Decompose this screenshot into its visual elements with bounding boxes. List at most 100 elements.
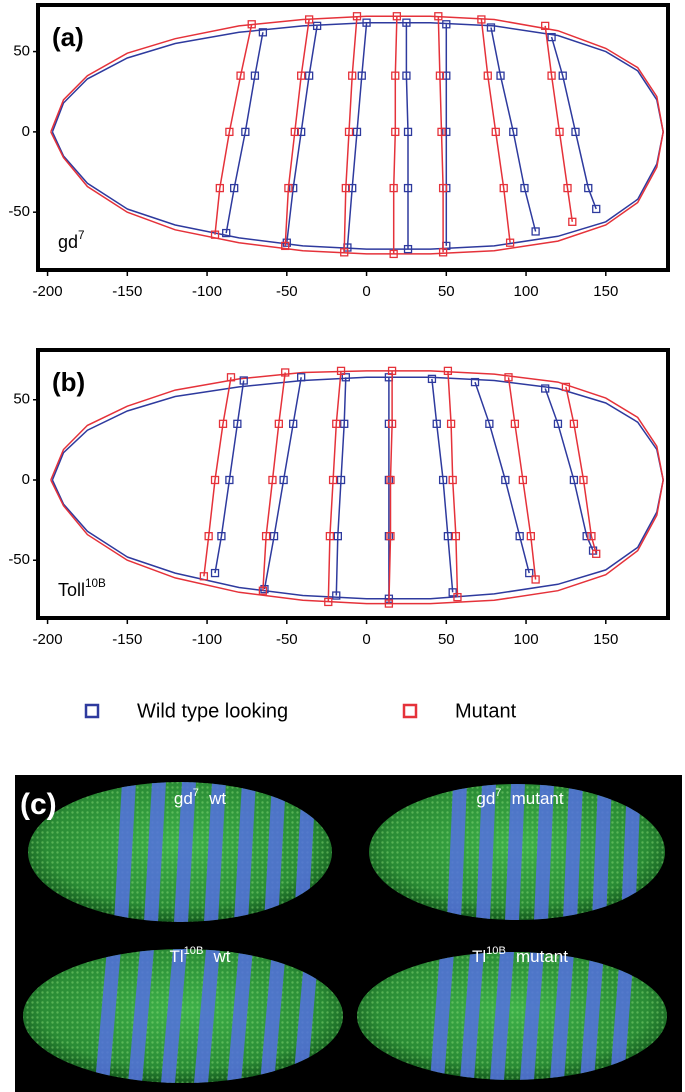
stripe-marker bbox=[269, 532, 279, 541]
stripe-marker bbox=[341, 373, 350, 382]
stripe-marker bbox=[526, 532, 535, 541]
label-suffix: mutant bbox=[516, 947, 568, 966]
stripe-marker bbox=[352, 12, 362, 21]
stripe-marker bbox=[344, 127, 354, 137]
stripe-marker bbox=[236, 71, 245, 80]
stripe-marker bbox=[555, 127, 564, 137]
x-tick-label: -100 bbox=[192, 283, 222, 300]
expression-stripe bbox=[194, 949, 220, 1083]
expression-stripe bbox=[476, 784, 496, 920]
label-text: gd bbox=[58, 232, 78, 252]
stripe-marker bbox=[448, 588, 457, 597]
label-superscript: 10B bbox=[486, 945, 506, 957]
stripe-marker bbox=[438, 475, 448, 485]
stripe-marker bbox=[553, 419, 563, 428]
y-tick-label: -50 bbox=[8, 203, 30, 220]
stripe-marker bbox=[569, 419, 579, 428]
stripe-marker bbox=[210, 568, 220, 578]
plot-frame bbox=[36, 3, 670, 272]
stripe-marker bbox=[247, 20, 256, 29]
x-tick-label: 50 bbox=[438, 283, 455, 300]
stripe-marker bbox=[569, 475, 579, 485]
label-superscript: 7 bbox=[193, 787, 199, 799]
stripe-marker bbox=[260, 584, 269, 594]
y-tick-label: 50 bbox=[13, 391, 30, 408]
stripe-marker bbox=[402, 18, 411, 27]
stripe-marker bbox=[357, 71, 366, 80]
stripe-marker bbox=[222, 228, 231, 238]
stripe-marker bbox=[290, 127, 299, 137]
label-superscript: 7 bbox=[495, 787, 501, 799]
stripe-marker bbox=[304, 15, 314, 24]
expression-stripe bbox=[430, 952, 454, 1080]
expression-stripe bbox=[161, 949, 187, 1083]
label-text: gd bbox=[476, 789, 495, 808]
stripe-marker bbox=[403, 183, 413, 193]
stripe-marker bbox=[491, 127, 500, 137]
stripe-marker bbox=[579, 475, 588, 485]
stripe-marker bbox=[434, 12, 443, 21]
expression-stripe bbox=[260, 949, 286, 1083]
label-suffix: wt bbox=[208, 789, 226, 808]
x-tick-label: -150 bbox=[112, 631, 142, 648]
stripe-marker bbox=[340, 248, 349, 257]
expression-stripe bbox=[144, 782, 166, 922]
stripe-marker bbox=[403, 244, 413, 254]
stripe-marker bbox=[328, 475, 338, 485]
legend-marker bbox=[84, 703, 100, 719]
expression-stripe bbox=[460, 952, 484, 1080]
x-tick-label: -150 bbox=[112, 283, 142, 300]
x-tick-label: 100 bbox=[514, 631, 539, 648]
stripe-marker bbox=[289, 183, 298, 193]
x-tick-label: 100 bbox=[514, 283, 539, 300]
stripe-marker bbox=[477, 15, 486, 24]
stripe-marker bbox=[241, 127, 250, 137]
legend-label: Wild type looking bbox=[137, 700, 288, 722]
stripe-marker bbox=[438, 248, 448, 257]
stripe-marker bbox=[387, 419, 397, 428]
x-tick-label: -200 bbox=[33, 283, 63, 300]
stripe-marker bbox=[391, 127, 400, 137]
stripe-marker bbox=[261, 532, 271, 541]
stripe-marker bbox=[199, 572, 209, 581]
stripe-marker bbox=[432, 419, 441, 428]
stripe-marker bbox=[215, 183, 224, 193]
stripe-marker bbox=[435, 71, 445, 80]
embryo-stripes bbox=[28, 782, 332, 922]
stripe-line bbox=[225, 22, 597, 250]
stripe-marker bbox=[584, 183, 593, 193]
label-superscript: 7 bbox=[78, 229, 85, 242]
x-tick-label: -50 bbox=[276, 283, 298, 300]
stripe-marker bbox=[547, 32, 556, 42]
stripe-marker bbox=[486, 23, 496, 32]
stripe-marker bbox=[387, 366, 397, 376]
stripe-marker bbox=[582, 532, 591, 541]
stripe-marker bbox=[391, 71, 400, 80]
stripe-marker bbox=[332, 419, 341, 428]
stripe-marker bbox=[297, 373, 306, 382]
expression-stripe bbox=[592, 784, 612, 920]
stripe-marker bbox=[225, 127, 234, 137]
stripe-marker bbox=[438, 183, 448, 193]
expression-stripe bbox=[114, 782, 136, 922]
stripe-marker bbox=[332, 591, 341, 600]
stripe-marker bbox=[386, 532, 395, 541]
stripe-marker bbox=[340, 419, 349, 428]
expression-stripe bbox=[264, 782, 286, 922]
expression-stripe bbox=[490, 952, 514, 1080]
stripe-marker bbox=[325, 532, 335, 541]
stripe-marker bbox=[531, 227, 540, 236]
stripe-marker bbox=[348, 71, 357, 80]
embryo-stripes bbox=[23, 949, 343, 1083]
stripe-marker bbox=[510, 419, 520, 428]
stripe-marker bbox=[442, 127, 451, 137]
panel-label: (a) bbox=[52, 22, 84, 52]
stripe-marker bbox=[496, 71, 505, 80]
label-suffix: wt bbox=[213, 947, 231, 966]
stripe-marker bbox=[218, 419, 228, 428]
legend-label: Mutant bbox=[455, 700, 517, 722]
stripe-marker bbox=[279, 475, 288, 485]
panel-annotation: Toll10B bbox=[58, 577, 106, 600]
stripe-marker bbox=[284, 183, 293, 193]
